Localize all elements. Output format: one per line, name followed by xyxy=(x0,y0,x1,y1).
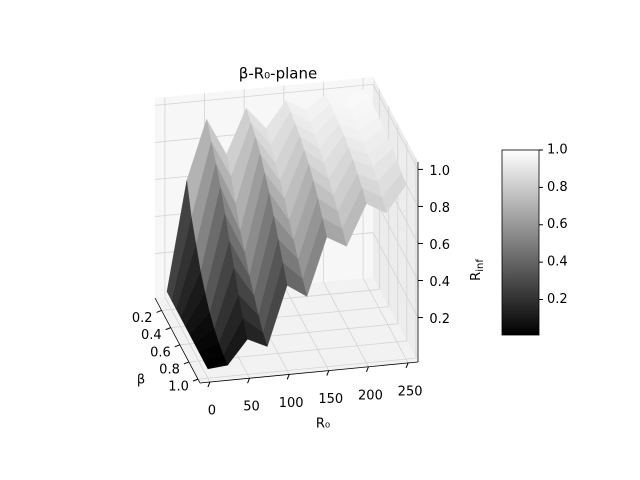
chart-title: β-R₀-plane xyxy=(239,65,317,83)
z-tick-label: 0.6 xyxy=(429,238,450,253)
z-tick-label: 0.2 xyxy=(429,312,450,327)
x-tick xyxy=(207,381,211,388)
plot-3d xyxy=(154,77,419,384)
grid-line xyxy=(372,232,419,318)
grid-line xyxy=(154,84,374,106)
x-tick-label: 200 xyxy=(358,388,383,403)
z-tick-label: 1.0 xyxy=(429,164,450,179)
x-tick-label: 150 xyxy=(318,392,343,407)
colorbar-tick-label: 0.4 xyxy=(547,255,568,270)
x-axis-line xyxy=(199,361,419,384)
y-tick-label: 1.0 xyxy=(168,380,189,395)
y-tick-label: 0.2 xyxy=(132,311,153,326)
z-tick-label: 0.8 xyxy=(429,201,450,216)
colorbar-tick-label: 0.8 xyxy=(547,180,568,195)
y-tick xyxy=(174,344,180,348)
y-tick xyxy=(183,361,190,365)
z-tick-label: 0.4 xyxy=(429,275,450,290)
y-axis-label: β xyxy=(137,373,145,388)
x-tick xyxy=(247,378,251,384)
z-axis-label: Rinf xyxy=(469,259,487,281)
x-tick xyxy=(365,366,369,372)
z-axis-label-base: R xyxy=(469,272,484,281)
grid-line xyxy=(283,285,330,371)
y-tick xyxy=(156,309,162,313)
y-tick xyxy=(192,378,199,382)
colorbar-tick-label: 0.2 xyxy=(547,292,568,307)
x-tick xyxy=(286,374,290,380)
y-tick-label: 0.4 xyxy=(141,328,162,343)
grid-line xyxy=(372,84,419,170)
surface-patch xyxy=(166,180,192,301)
grid-line xyxy=(362,277,409,364)
grid-line xyxy=(164,296,211,383)
y-tick xyxy=(165,327,171,331)
z-axis-label-sub: inf xyxy=(475,259,486,272)
x-tick-label: 50 xyxy=(243,400,260,415)
x-tick xyxy=(326,370,330,376)
x-axis-label: R₀ xyxy=(316,417,330,432)
y-tick-label: 0.8 xyxy=(159,362,180,377)
x-tick-label: 250 xyxy=(398,384,423,399)
colorbar-tick-label: 0.6 xyxy=(547,217,568,232)
y-axis-line xyxy=(154,297,201,384)
grid-line xyxy=(197,357,416,380)
y-tick-label: 0.6 xyxy=(150,345,171,360)
colorbar xyxy=(501,149,540,336)
grid-line xyxy=(323,281,369,367)
x-tick-label: 100 xyxy=(279,396,304,411)
x-tick xyxy=(405,362,409,369)
x-tick-label: 0 xyxy=(208,404,216,419)
colorbar-tick-label: 1.0 xyxy=(547,143,568,158)
